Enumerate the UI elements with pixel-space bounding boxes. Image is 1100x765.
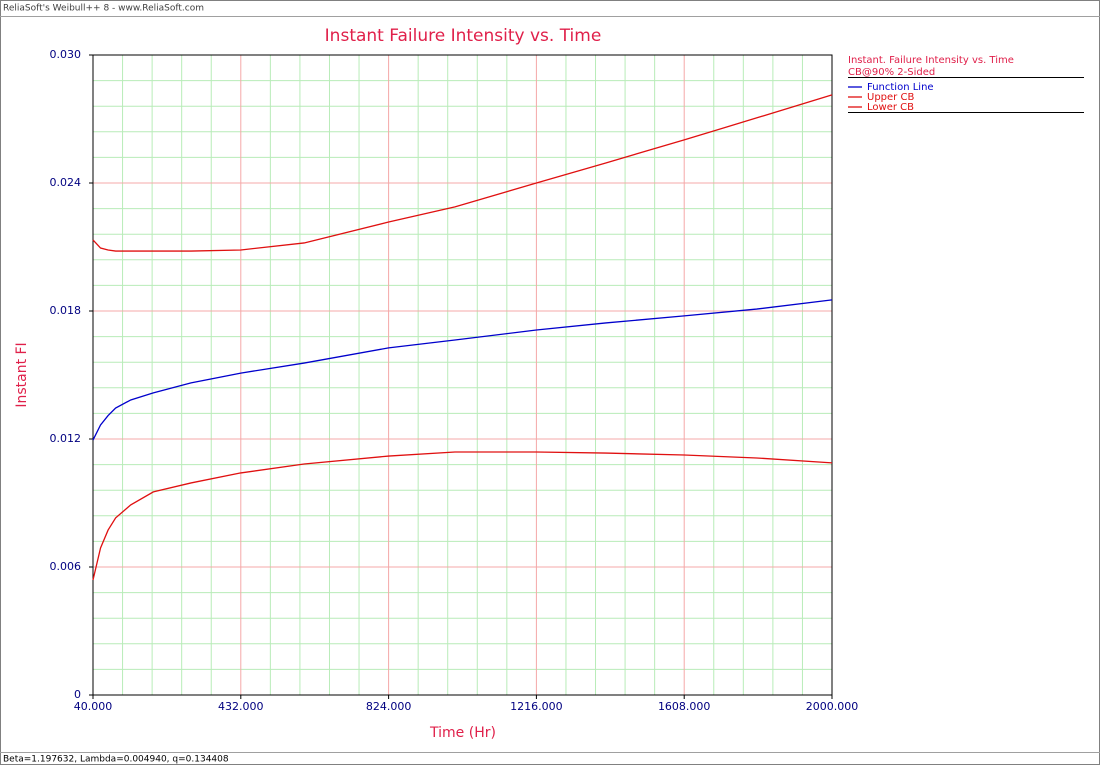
x-tick-label: 2000.000 [806, 700, 859, 713]
y-axis-label: Instant FI [14, 342, 30, 407]
x-tick-label: 432.000 [218, 700, 264, 713]
legend-label: Function Line [867, 82, 934, 93]
x-tick-label: 40.000 [74, 700, 113, 713]
y-tick-label: 0 [74, 688, 81, 701]
chart-title: Instant Failure Intensity vs. Time [325, 26, 602, 46]
header-text: ReliaSoft's Weibull++ 8 - www.ReliaSoft.… [3, 4, 204, 14]
legend-label: Lower CB [867, 102, 914, 113]
y-tick-label: 0.018 [50, 304, 82, 317]
y-tick-label: 0.012 [50, 432, 82, 445]
footer-text: Beta=1.197632, Lambda=0.004940, q=0.1344… [3, 755, 229, 765]
plot-frame [92, 54, 833, 696]
legend-title: Instant. Failure Intensity vs. Time [848, 55, 1014, 66]
series-line [92, 299, 833, 441]
legend-label: Upper CB [867, 92, 914, 103]
x-tick-label: 1216.000 [510, 700, 563, 713]
x-tick-label: 824.000 [366, 700, 412, 713]
x-tick-label: 1608.000 [658, 700, 711, 713]
y-tick-label: 0.030 [50, 48, 82, 61]
legend-subtitle: CB@90% 2-Sided [848, 67, 935, 78]
series-line [92, 451, 833, 581]
x-axis-label: Time (Hr) [429, 725, 496, 741]
y-tick-label: 0.024 [50, 176, 82, 189]
y-tick-label: 0.006 [50, 560, 82, 573]
series-line [92, 94, 833, 252]
